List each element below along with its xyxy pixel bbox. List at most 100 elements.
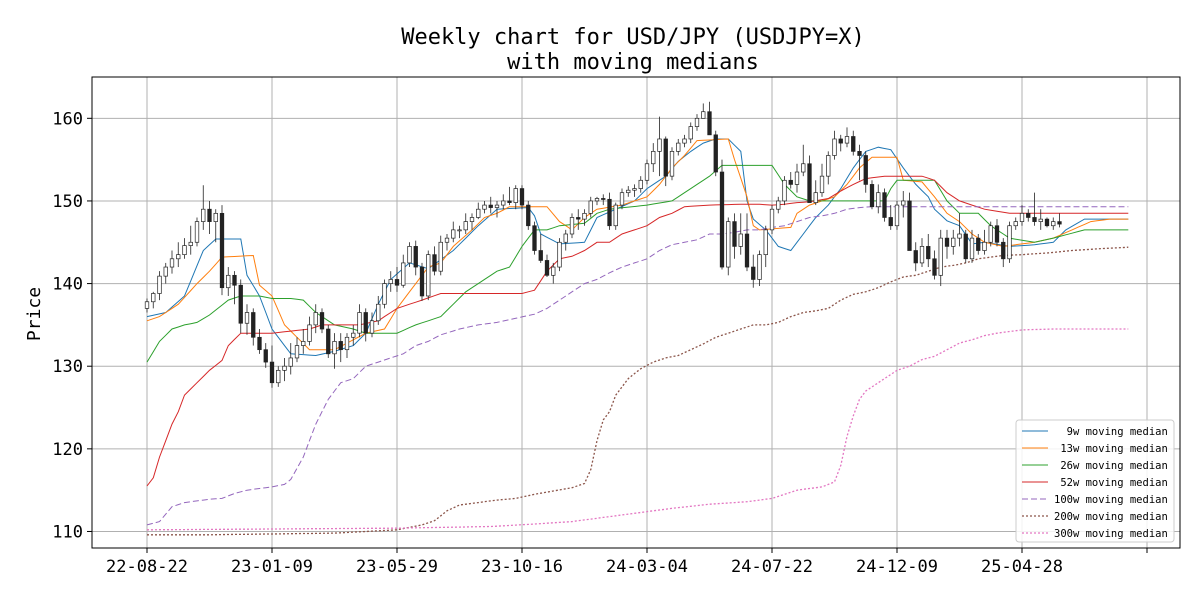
candle-body bbox=[194, 221, 200, 243]
candle bbox=[638, 176, 643, 193]
candle-body bbox=[794, 171, 800, 185]
candle-body bbox=[619, 192, 625, 206]
candle-body bbox=[719, 171, 725, 268]
candle bbox=[832, 130, 837, 160]
candle-body bbox=[294, 345, 300, 359]
candle bbox=[894, 200, 900, 230]
candle bbox=[301, 329, 306, 354]
candle bbox=[594, 196, 600, 206]
candle bbox=[651, 143, 656, 173]
candle bbox=[401, 254, 406, 288]
candle bbox=[551, 262, 556, 284]
candle-body bbox=[607, 198, 612, 227]
candle bbox=[876, 184, 881, 214]
candle-body bbox=[1038, 218, 1043, 222]
candle bbox=[982, 229, 987, 255]
candle-body bbox=[344, 336, 350, 351]
series-line-13w bbox=[146, 138, 1129, 351]
candle-body bbox=[926, 246, 931, 260]
candle-body bbox=[276, 369, 281, 384]
y-tick-label: 140 bbox=[52, 275, 83, 295]
candle bbox=[282, 357, 287, 382]
legend-label: 300w moving median bbox=[1054, 528, 1168, 540]
candle-body bbox=[313, 312, 318, 326]
candle bbox=[957, 213, 962, 247]
candle-body bbox=[669, 151, 675, 177]
candle-body bbox=[244, 312, 250, 324]
candle bbox=[607, 192, 612, 230]
candle-body bbox=[213, 212, 218, 222]
candle bbox=[226, 267, 231, 296]
candle bbox=[1007, 221, 1012, 263]
x-tick-label: 22-08-22 bbox=[106, 557, 188, 577]
candle-body bbox=[701, 111, 706, 119]
candle bbox=[744, 213, 750, 272]
candle-body bbox=[319, 312, 325, 330]
candle-body bbox=[919, 246, 925, 264]
candle-body bbox=[357, 312, 362, 334]
legend-box bbox=[1015, 419, 1175, 543]
candle-body bbox=[238, 284, 243, 324]
candle-body bbox=[594, 198, 600, 202]
candle bbox=[951, 229, 956, 255]
candle-body bbox=[301, 341, 306, 346]
candle-body bbox=[469, 217, 475, 222]
candle bbox=[926, 234, 931, 268]
candle bbox=[582, 209, 587, 226]
y-tick-label: 110 bbox=[52, 522, 83, 542]
candle bbox=[713, 130, 718, 177]
candle bbox=[538, 234, 543, 263]
candle-body bbox=[363, 312, 368, 334]
candle bbox=[869, 180, 875, 210]
candle bbox=[688, 122, 693, 144]
candle-body bbox=[538, 250, 543, 261]
candle bbox=[763, 225, 768, 268]
candle bbox=[694, 114, 700, 131]
candle-body bbox=[882, 192, 887, 218]
candle-body bbox=[676, 142, 681, 152]
candle-body bbox=[644, 163, 650, 181]
candle bbox=[944, 229, 950, 259]
candle bbox=[213, 209, 218, 243]
candle bbox=[819, 163, 825, 197]
candle bbox=[863, 151, 868, 193]
candle-body bbox=[1051, 221, 1056, 227]
candle-body bbox=[957, 233, 962, 239]
legend-label: 13w moving median bbox=[1054, 443, 1168, 455]
candle bbox=[663, 136, 668, 187]
candle-body bbox=[951, 237, 956, 247]
candle bbox=[519, 185, 525, 210]
candle bbox=[1032, 192, 1037, 226]
candle-body bbox=[1057, 221, 1062, 225]
candle bbox=[251, 308, 256, 346]
series-line-26w bbox=[146, 164, 1129, 363]
candle bbox=[726, 217, 731, 276]
candle bbox=[176, 242, 181, 268]
candle-body bbox=[907, 200, 912, 251]
candle-body bbox=[938, 237, 943, 276]
candle bbox=[469, 213, 475, 230]
candle bbox=[432, 246, 437, 276]
candle bbox=[782, 176, 787, 206]
candle bbox=[813, 180, 818, 206]
candle bbox=[601, 194, 606, 206]
candle-body bbox=[407, 246, 412, 264]
candle bbox=[263, 343, 268, 368]
candle bbox=[976, 234, 981, 255]
candle bbox=[526, 200, 531, 230]
candle-body bbox=[851, 136, 856, 152]
candle-body bbox=[857, 151, 862, 156]
candle-body bbox=[888, 217, 893, 227]
candle bbox=[207, 200, 212, 234]
candle bbox=[238, 279, 243, 334]
candle bbox=[707, 101, 712, 136]
candle bbox=[788, 172, 793, 189]
candle-body bbox=[763, 229, 768, 256]
candle bbox=[376, 295, 381, 325]
candle bbox=[826, 151, 831, 185]
candle bbox=[494, 200, 500, 218]
candle-body bbox=[613, 204, 618, 227]
candle bbox=[182, 238, 187, 259]
